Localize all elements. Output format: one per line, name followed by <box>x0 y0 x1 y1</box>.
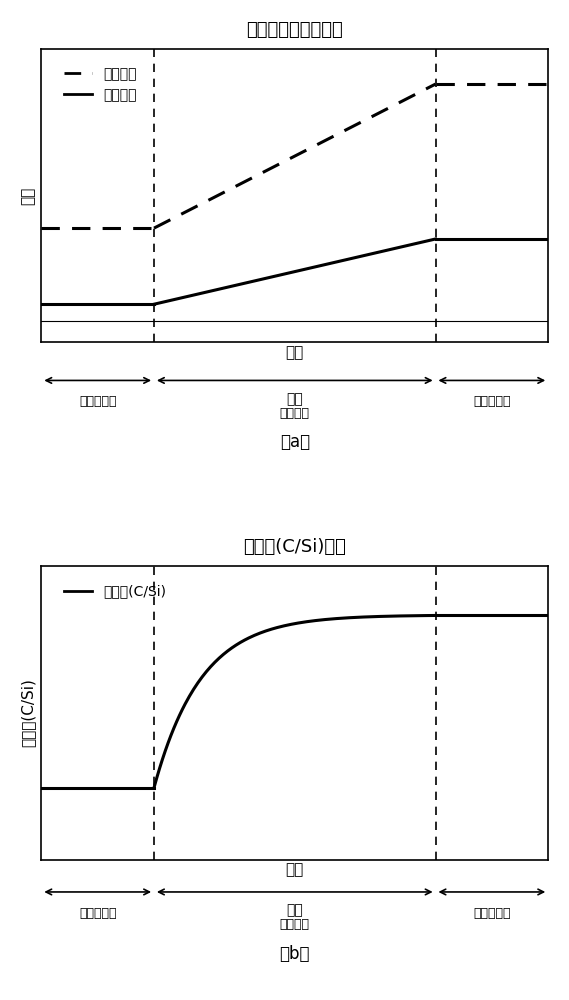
Y-axis label: 碳硅比(C/Si): 碳硅比(C/Si) <box>21 678 36 747</box>
Legend: 硅源流量, 碳源流量: 硅源流量, 碳源流量 <box>59 62 142 108</box>
Title: 碳源、硅源流量曲线: 碳源、硅源流量曲线 <box>246 21 343 39</box>
Y-axis label: 流量: 流量 <box>21 186 36 205</box>
X-axis label: 时间: 时间 <box>286 345 304 360</box>
Text: 时间: 时间 <box>286 392 303 406</box>
Text: 高速外延层: 高速外延层 <box>473 907 510 920</box>
Title: 碳硅比(C/Si)曲线: 碳硅比(C/Si)曲线 <box>244 538 346 556</box>
Text: （a）: （a） <box>280 433 310 451</box>
Text: 低速缓冲层: 低速缓冲层 <box>79 395 117 408</box>
Legend: 碳硅比(C/Si): 碳硅比(C/Si) <box>59 579 171 604</box>
Text: 高速外延层: 高速外延层 <box>473 395 510 408</box>
Text: 时间: 时间 <box>286 904 303 918</box>
Text: 速率切换: 速率切换 <box>280 918 310 931</box>
Text: （b）: （b） <box>279 945 310 963</box>
Text: 速率切换: 速率切换 <box>280 407 310 420</box>
Text: 低速缓冲层: 低速缓冲层 <box>79 907 117 920</box>
X-axis label: 时间: 时间 <box>286 862 304 877</box>
